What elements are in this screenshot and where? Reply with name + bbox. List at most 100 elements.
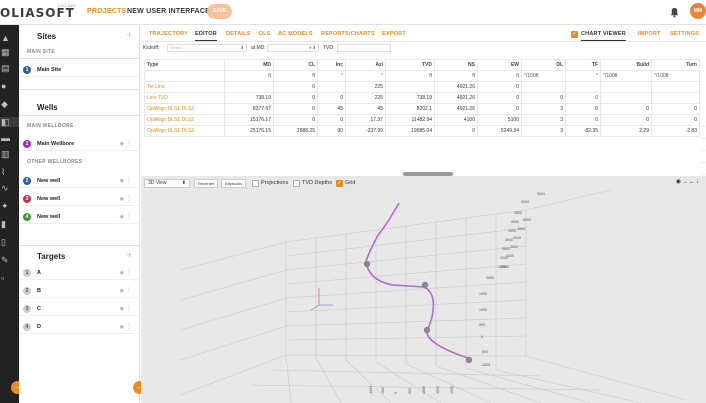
more-icon[interactable]: ⋮ [126,270,132,276]
cell-md[interactable]: 738.19 [224,92,274,104]
at-md-input[interactable]: ft ⬍ [267,44,319,52]
cell-dl[interactable]: 0 [521,92,566,104]
cell-tf[interactable]: 0 [565,114,601,126]
row-more-icon[interactable]: … [701,159,706,165]
cell-tvd[interactable]: 738.19 [385,92,435,104]
more-icon[interactable]: ⋮ [126,324,132,330]
cell-ns[interactable]: 4100 [434,114,478,126]
tab-reports-charts[interactable]: REPORTS/CHARTS [321,31,375,37]
cell-turn[interactable] [651,81,700,93]
panel-resize-handle[interactable] [403,172,453,176]
eye-icon[interactable]: ◉ [119,196,124,202]
cell-type[interactable]: Line TVD [144,92,225,104]
rail-icon-drop[interactable]: ● [1,81,7,91]
kickoff-select[interactable]: Select... ⬍ [167,44,247,52]
row-more-icon[interactable]: … [701,147,706,153]
target-item[interactable]: 1 A ◉ ⋮ [19,266,140,280]
rail-icon-line[interactable]: ⌇ [1,167,6,177]
more-icon[interactable]: ⋮ [126,288,132,294]
rail-icon-report[interactable]: ▮ [1,219,6,229]
more-icon[interactable]: ⋮ [126,141,132,147]
rail-icon-layers[interactable]: ◆ [1,99,8,109]
cell-build[interactable]: 2.29 [600,125,652,137]
logo[interactable]: OLIASOFT [0,6,75,20]
cell-ew[interactable]: 0 [477,81,522,93]
row-more-icon[interactable]: … [701,135,706,141]
cell-type[interactable]: OptAlign DLS1 DLS2 [144,103,225,115]
cell-cl[interactable]: 2888.25 [273,125,318,137]
table-row[interactable]: OptAlign DLS1 DLS2 25176.15 2888.25 90 -… [144,125,700,137]
settings-button[interactable]: SETTINGS [670,31,700,37]
cell-md[interactable]: 25176.15 [224,125,274,137]
cell-tf[interactable]: 0 [565,92,601,104]
row-more-icon[interactable]: … [701,123,706,129]
save-button[interactable]: SAVE [207,4,232,19]
cell-tf[interactable] [565,81,601,93]
rail-icon-a[interactable]: ▲ [1,33,10,43]
cell-turn[interactable]: 0 [651,114,700,126]
view-controls[interactable]: ◉→←↓ [676,178,700,185]
eye-icon[interactable]: ◉ [119,306,124,312]
cell-type[interactable]: OptAlign DLS1 DLS2 [144,114,225,126]
cell-tvd[interactable]: 19685.04 [385,125,435,137]
nav-projects[interactable]: PROJECTS [87,8,127,15]
add-target-icon[interactable]: + [126,250,132,260]
rail-icon-tools[interactable]: ✦ [1,201,9,211]
cell-ns[interactable]: 4921.26 [434,92,478,104]
cell-inc[interactable]: 0 [317,92,346,104]
tab-editor[interactable]: EDITOR [195,31,217,41]
cell-tvd[interactable]: 11482.94 [385,114,435,126]
tab-dls[interactable]: DLS [259,31,271,37]
projections-checkbox[interactable] [252,180,259,187]
cell-ns[interactable]: 4921.26 [434,81,478,93]
rail-icon-edit[interactable]: ✎ [1,255,9,265]
cell-type[interactable]: Tie Line [144,81,225,93]
trajectory-point[interactable] [465,356,473,364]
rail-icon-list[interactable]: ▤ [1,63,10,73]
grid-checkbox[interactable]: ✓ [336,180,343,187]
cell-inc[interactable]: 0 [317,114,346,126]
cell-inc[interactable]: 90 [317,125,346,137]
cell-md[interactable]: 8377.67 [224,103,274,115]
main-wellbore-item[interactable]: 1 Main Wellbore ◉ ⋮ [19,137,140,151]
cell-inc[interactable] [317,81,346,93]
cell-build[interactable] [600,81,652,93]
cell-dl[interactable]: 3 [521,125,566,137]
cell-dl[interactable]: 3 [521,114,566,126]
eye-icon[interactable]: ◉ [119,324,124,330]
cell-build[interactable]: 0 [600,114,652,126]
chart-viewer-checkbox[interactable]: ✓ [571,31,578,38]
tab-export[interactable]: EXPORT [382,31,406,37]
trajectory-point[interactable] [421,281,429,289]
eye-icon[interactable]: ◉ [119,141,124,147]
nav-new-user-interface[interactable]: NEW USER INTERFACE [127,8,210,15]
cell-tf[interactable]: -82.35 [565,125,601,137]
trajectory-point[interactable] [423,326,431,334]
cell-dl[interactable] [521,81,566,93]
ellipsoids-button[interactable]: Ellipsoids [221,179,246,188]
cell-azi[interactable]: 225 [345,92,386,104]
cell-turn[interactable]: -2.83 [651,125,700,137]
target-item[interactable]: 3 C ◉ ⋮ [19,302,140,316]
target-item[interactable]: 4 D ◉ ⋮ [19,320,140,334]
well-trajectory[interactable] [365,202,469,359]
cell-azi[interactable]: 17.37 [345,114,386,126]
cell-tvd[interactable] [385,81,435,93]
view-mode-select[interactable]: 3D View ⬍ [144,179,190,188]
table-row[interactable]: OptAlign DLS1 DLS2 8377.67 0 45 45 8202.… [144,103,700,115]
cell-md[interactable]: 15176.17 [224,114,274,126]
cell-cl[interactable]: 0 [273,92,318,104]
more-icon[interactable]: ⋮ [126,196,132,202]
well-item[interactable]: 2 New well ◉ ⋮ [19,174,140,188]
trajectory-point[interactable] [363,260,371,268]
table-row[interactable]: Tie Line 0 225 4921.26 0 [144,81,700,93]
rail-icon-m[interactable]: ▬ [1,133,10,143]
cell-ew[interactable]: 0 [477,103,522,115]
cell-cl[interactable]: 0 [273,81,318,93]
cell-azi[interactable]: -237.99 [345,125,386,137]
cell-ew[interactable]: 5100 [477,114,522,126]
site-item[interactable]: 1 Main Site [19,63,140,77]
rail-icon-trajectory[interactable]: ◧ [0,117,19,127]
bell-icon[interactable] [669,7,680,18]
rail-icon-wave[interactable]: ∿ [1,183,9,193]
